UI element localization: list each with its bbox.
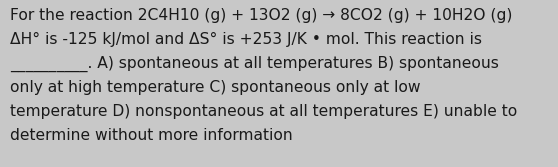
Text: For the reaction 2C4H10 (g) + 13O2 (g) → 8CO2 (g) + 10H2O (g): For the reaction 2C4H10 (g) + 13O2 (g) →… <box>10 8 512 23</box>
Text: only at high temperature C) spontaneous only at low: only at high temperature C) spontaneous … <box>10 80 421 95</box>
Text: temperature D) nonspontaneous at all temperatures E) unable to: temperature D) nonspontaneous at all tem… <box>10 104 517 119</box>
Text: ΔH° is -125 kJ/mol and ΔS° is +253 J/K • mol. This reaction is: ΔH° is -125 kJ/mol and ΔS° is +253 J/K •… <box>10 32 482 47</box>
Text: __________. A) spontaneous at all temperatures B) spontaneous: __________. A) spontaneous at all temper… <box>10 56 499 72</box>
Text: determine without more information: determine without more information <box>10 128 293 143</box>
